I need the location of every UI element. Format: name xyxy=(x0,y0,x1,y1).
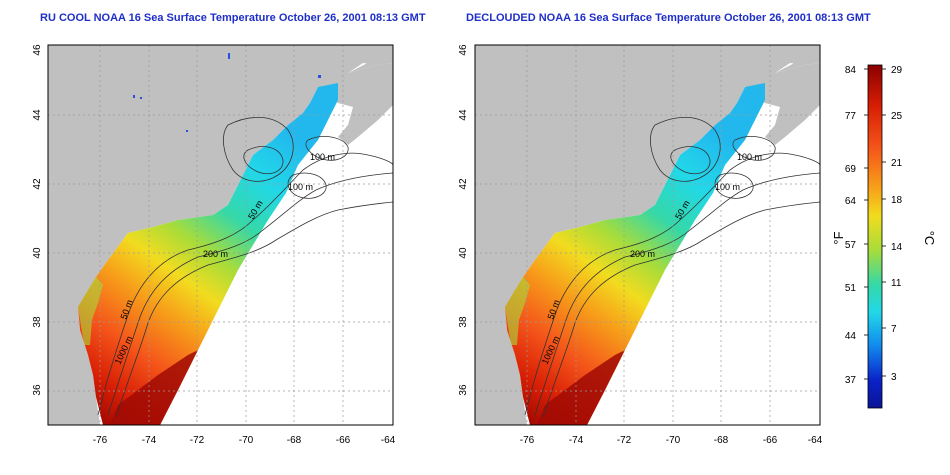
lon-tick-label: -74 xyxy=(569,435,584,446)
lon-tick-label: -66 xyxy=(763,435,778,446)
lon-tick-label: -72 xyxy=(190,435,205,446)
celsius-unit-label: °C xyxy=(922,231,937,246)
lat-tick-label: 40 xyxy=(32,247,43,259)
contour-label: 100 m xyxy=(288,182,313,192)
lon-tick-label: -72 xyxy=(617,435,632,446)
celsius-tick-label: 3 xyxy=(891,372,897,383)
fahrenheit-tick-label: 57 xyxy=(845,240,857,251)
lat-tick-label: 38 xyxy=(32,316,43,328)
plot-frame xyxy=(474,44,821,426)
celsius-tick-label: 14 xyxy=(891,242,903,253)
colorbar-ticks xyxy=(864,68,886,380)
plot-frame xyxy=(47,44,394,426)
fahrenheit-tick-label: 77 xyxy=(845,111,857,122)
lon-tick-label: -70 xyxy=(239,435,254,446)
celsius-tick-label: 18 xyxy=(891,195,903,206)
lon-tick-label: -74 xyxy=(142,435,157,446)
lat-tick-label: 42 xyxy=(32,178,43,190)
fahrenheit-tick-label: 69 xyxy=(845,164,857,175)
contour-label: 200 m xyxy=(203,249,228,259)
lon-tick-label: -68 xyxy=(714,435,729,446)
lon-tick-label: -66 xyxy=(336,435,351,446)
fahrenheit-tick-label: 84 xyxy=(845,65,857,76)
lat-tick-label: 44 xyxy=(32,109,43,121)
contour-label: 200 m xyxy=(630,249,655,259)
fahrenheit-tick-label: 51 xyxy=(845,283,857,294)
map-panel-left: 100 m 100 m 50 m 200 m 50 m 1000 m xyxy=(47,44,394,426)
cloud-specks xyxy=(133,53,321,132)
fahrenheit-tick-label: 64 xyxy=(845,196,857,207)
contour-label: 100 m xyxy=(310,152,335,162)
lon-axis-right: -76 -74 -72 -70 -68 -66 -64 xyxy=(520,435,823,446)
lat-tick-label: 42 xyxy=(458,178,469,190)
fahrenheit-unit-label: °F xyxy=(831,231,846,244)
colorbar-gradient xyxy=(867,64,883,409)
map-title-left: RU COOL NOAA 16 Sea Surface Temperature … xyxy=(40,12,426,24)
lon-tick-label: -76 xyxy=(520,435,535,446)
lon-tick-label: -64 xyxy=(808,435,823,446)
lat-tick-label: 36 xyxy=(458,384,469,396)
map-panel-right: 100 m 100 m 50 m 200 m 50 m 1000 m xyxy=(474,44,821,426)
contour-label: 100 m xyxy=(715,182,740,192)
lon-tick-label: -70 xyxy=(666,435,681,446)
fahrenheit-tick-label: 44 xyxy=(845,331,857,342)
lat-tick-label: 46 xyxy=(32,44,43,56)
lat-axis-right: 36 38 40 42 44 46 xyxy=(458,44,469,396)
celsius-tick-label: 25 xyxy=(891,111,903,122)
celsius-tick-label: 7 xyxy=(891,324,897,335)
lat-tick-label: 40 xyxy=(458,247,469,259)
colorbar: 84 77 69 64 57 51 44 37 xyxy=(831,64,937,409)
lat-tick-label: 46 xyxy=(458,44,469,56)
lat-tick-label: 44 xyxy=(458,109,469,121)
celsius-tick-label: 11 xyxy=(891,278,902,289)
lat-tick-label: 38 xyxy=(458,316,469,328)
celsius-tick-label: 21 xyxy=(891,158,903,169)
map-title-right: DECLOUDED NOAA 16 Sea Surface Temperatur… xyxy=(466,12,871,24)
contour-label: 100 m xyxy=(737,152,762,162)
lon-tick-label: -68 xyxy=(287,435,302,446)
lon-axis-left: -76 -74 -72 -70 -68 -66 -64 xyxy=(93,435,396,446)
celsius-scale: 29 25 21 18 14 11 7 3 xyxy=(891,65,903,383)
fahrenheit-tick-label: 37 xyxy=(845,375,857,386)
fahrenheit-scale: 84 77 69 64 57 51 44 37 xyxy=(845,65,857,386)
lat-tick-label: 36 xyxy=(32,384,43,396)
celsius-tick-label: 29 xyxy=(891,65,903,76)
lat-axis-left: 36 38 40 42 44 46 xyxy=(32,44,43,396)
lon-tick-label: -76 xyxy=(93,435,108,446)
lon-tick-label: -64 xyxy=(381,435,396,446)
